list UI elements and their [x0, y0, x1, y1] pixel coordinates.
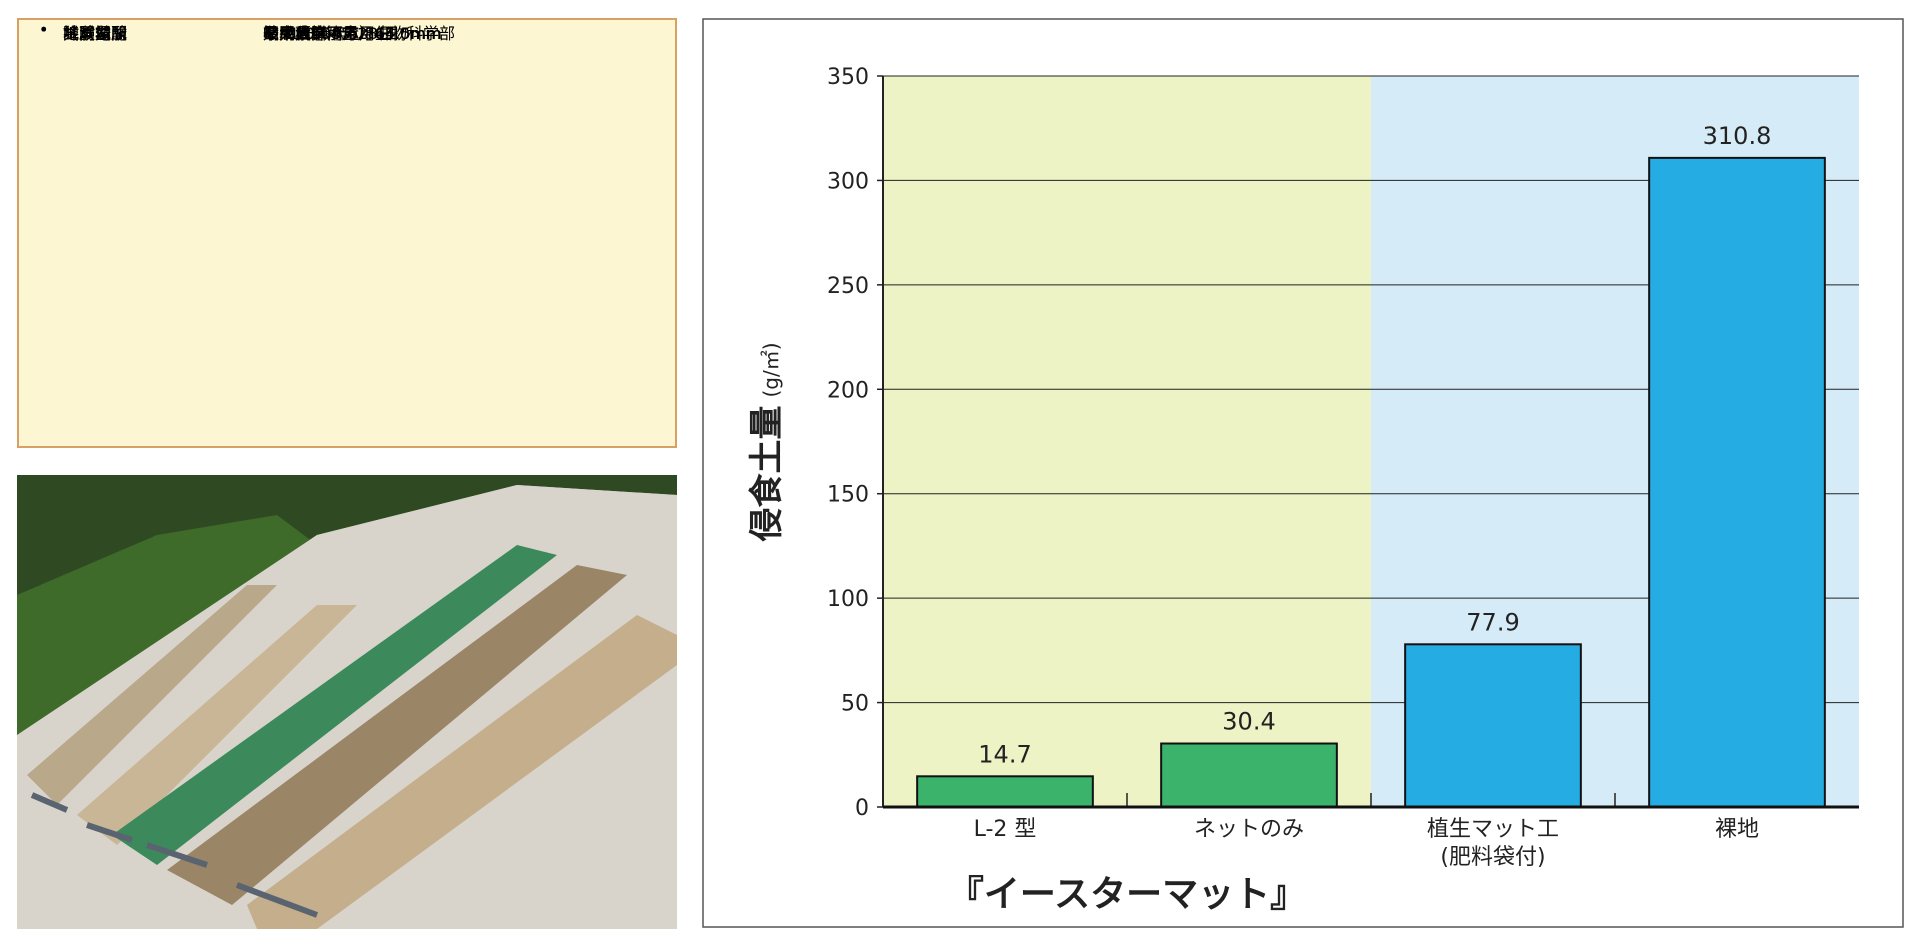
x-tick-label: L-2 型 [974, 817, 1037, 842]
value-label: 77.9 [1466, 608, 1519, 636]
y-unit: (g/㎡) [759, 342, 783, 397]
bar [1160, 742, 1338, 809]
chart: 0 50 100 150 200 250 300 350 14.7 L-2 型 30.4 ネットのみ 7… [702, 18, 1904, 928]
x-tick-label: 裸地 [1715, 817, 1759, 842]
y-tick-label: 350 [827, 65, 869, 90]
bullet: • [39, 20, 49, 39]
info-label: 共同試験 [63, 24, 128, 43]
x-tick-label: 植生マット工(肥料袋付) [1427, 817, 1559, 870]
bar [916, 775, 1094, 808]
value-label: 14.7 [978, 740, 1031, 768]
info-value: 期間積算雨量 865.0mm [263, 24, 442, 43]
y-tick-label: 100 [827, 587, 869, 612]
info-value: ～平成19年6月4日 [263, 24, 400, 43]
bar [1648, 156, 1826, 808]
bullet: • [39, 20, 49, 39]
bullet: • [39, 20, 49, 39]
x-tick-label: ネットのみ [1194, 817, 1304, 842]
info-value: 岐阜大学 応用生物科学部 [263, 24, 456, 43]
info-label: 試験勾配 [63, 24, 128, 43]
bullet: • [39, 20, 49, 39]
plot-background [883, 76, 1371, 807]
info-box: • 共同試験 岐阜大学 応用生物科学部 • 試験場所 岐阜県恵那市 • 試験勾配 1：1.0（4… [17, 18, 677, 448]
info-label: 試験場所 [63, 24, 128, 43]
site-photo [17, 475, 677, 929]
y-tick-label: 200 [827, 378, 869, 403]
value-label: 30.4 [1222, 708, 1275, 736]
y-axis-label: 侵食土量 (g/㎡) [747, 342, 787, 542]
info-value: 平成18年9月28日 [263, 24, 394, 43]
y-tick-label: 300 [827, 169, 869, 194]
bullet: • [39, 20, 49, 39]
info-label: 試験期間 [63, 24, 128, 43]
y-label: 侵食土量 [747, 406, 787, 543]
info-value: 最大日降雨量 64.5mm [263, 24, 442, 43]
y-tick-label: 50 [841, 692, 869, 717]
y-tick-label: 150 [827, 483, 869, 508]
info-value: 1：1.0（45°） [263, 24, 375, 43]
value-label: 310.8 [1703, 122, 1772, 150]
info-value: 岐阜県恵那市 [263, 24, 360, 43]
y-tick-label: 0 [855, 796, 869, 821]
info-label: 地質 [63, 24, 96, 43]
group-label: 『イースターマット』 [948, 874, 1306, 915]
bullet: • [39, 20, 49, 39]
bar [1404, 643, 1582, 808]
info-label: 降雨量 [63, 24, 112, 43]
y-tick-label: 250 [827, 274, 869, 299]
info-value: マサ土 [263, 24, 312, 43]
